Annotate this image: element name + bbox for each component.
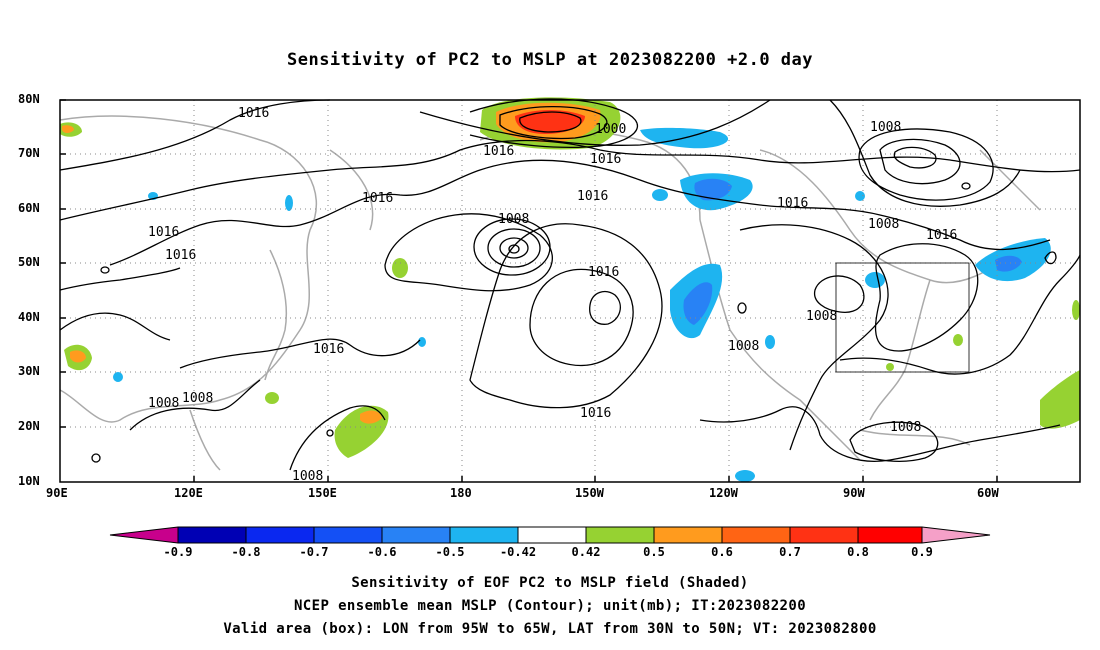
- shade-negative-pacific-core: [683, 282, 713, 325]
- shade-positive-central-pacific-core: [360, 410, 382, 424]
- lat-label: 30N: [18, 364, 40, 378]
- lat-label: 10N: [18, 474, 40, 488]
- contour-label: 1008: [890, 420, 921, 435]
- shade-small-3: [392, 258, 408, 278]
- contour-label: 1008: [868, 217, 899, 232]
- colorbar-segment: [314, 527, 382, 543]
- caption-line-2: NCEP ensemble mean MSLP (Contour); unit(…: [293, 598, 807, 614]
- valid-area-box: [835, 262, 970, 373]
- tick-marks: [60, 99, 998, 482]
- lon-label: 150W: [575, 486, 604, 500]
- lat-label: 60N: [18, 201, 40, 215]
- contour-label: 1016: [362, 191, 393, 206]
- shade-small-11: [953, 334, 963, 346]
- colorbar-end-positive: [922, 527, 990, 543]
- contour-label: 1016: [580, 406, 611, 421]
- caption-line-1: Sensitivity of EOF PC2 to MSLP field (Sh…: [351, 575, 749, 591]
- colorbar-segment: [586, 527, 654, 543]
- lat-label: 50N: [18, 255, 40, 269]
- contour-label: 1008: [148, 396, 179, 411]
- colorbar-label: 0.7: [779, 545, 801, 559]
- sensitivity-shading: [60, 97, 1080, 482]
- colorbar-label: 0.5: [643, 545, 665, 559]
- shade-negative-atlantic-core: [995, 255, 1022, 272]
- shade-small-12: [735, 470, 755, 482]
- lon-label: 60W: [977, 486, 999, 500]
- colorbar-segment: [518, 527, 586, 543]
- shade-positive-east: [1040, 370, 1080, 429]
- lon-label: 120W: [709, 486, 738, 500]
- colorbar-label: -0.5: [435, 545, 465, 559]
- contour-label: 1016: [148, 225, 179, 240]
- contour-label: 1016: [313, 342, 344, 357]
- coastlines: [59, 115, 1041, 471]
- colorbar-label: -0.42: [499, 545, 537, 559]
- shade-small-2: [285, 195, 293, 211]
- lon-label: 120E: [174, 486, 203, 500]
- colorbar-segment: [790, 527, 858, 543]
- colorbar-segment: [858, 527, 922, 543]
- contour-label: 1000: [595, 122, 626, 137]
- lon-label: 90E: [46, 486, 68, 500]
- colorbar-segment: [246, 527, 314, 543]
- lon-label: 180: [450, 486, 472, 500]
- lon-label: 150E: [308, 486, 337, 500]
- grid-lines: [60, 100, 1080, 482]
- shade-positive-arctic-inner: [515, 110, 585, 134]
- contour-label: 1016: [588, 265, 619, 280]
- colorbar-label: 0.8: [847, 545, 869, 559]
- shade-small-14: [1072, 300, 1080, 320]
- colorbar-segment: [654, 527, 722, 543]
- map-title: Sensitivity of PC2 to MSLP at 2023082200…: [286, 50, 813, 70]
- contour-label: 1008: [182, 391, 213, 406]
- map-frame: [59, 99, 1081, 483]
- contour-label: 1016: [590, 152, 621, 167]
- contour-label: 1016: [777, 196, 808, 211]
- colorbar-end-negative: [110, 527, 178, 543]
- shade-positive-west-core: [70, 350, 86, 363]
- shade-small-7: [652, 189, 668, 201]
- contour-label: 1016: [165, 248, 196, 263]
- contour-label: 1008: [806, 309, 837, 324]
- contour-label: 1008: [728, 339, 759, 354]
- colorbar-label: 0.42: [571, 545, 601, 559]
- contour-labels: 1016 1000 1016 1016 1008 1016 1016 1016 …: [148, 106, 957, 484]
- colorbar-label: -0.7: [299, 545, 329, 559]
- shade-small-13: [886, 363, 894, 371]
- colorbar-label: -0.9: [163, 545, 193, 559]
- colorbar: [109, 526, 991, 544]
- mslp-contours: [59, 98, 1081, 471]
- contour-label: 1016: [577, 189, 608, 204]
- shade-small-9: [765, 335, 775, 349]
- colorbar-segment: [178, 527, 246, 543]
- contour-label: 1008: [498, 212, 529, 227]
- lat-label: 20N: [18, 419, 40, 433]
- colorbar-segment: [450, 527, 518, 543]
- contour-label: 1016: [483, 144, 514, 159]
- contour-label: 1016: [238, 106, 269, 121]
- lat-label: 80N: [18, 92, 40, 106]
- colorbar-segment: [722, 527, 790, 543]
- lon-label: 90W: [843, 486, 865, 500]
- lat-label: 70N: [18, 146, 40, 160]
- shade-small-10: [865, 272, 885, 288]
- colorbar-label: -0.8: [231, 545, 261, 559]
- shade-small-6: [418, 337, 426, 347]
- lat-label: 40N: [18, 310, 40, 324]
- colorbar-label: -0.6: [367, 545, 397, 559]
- contour-label: 1008: [870, 120, 901, 135]
- shade-small-4: [113, 372, 123, 382]
- contour-label: 1008: [292, 469, 323, 484]
- shade-small-8: [855, 191, 865, 201]
- shade-small-5: [265, 392, 279, 404]
- caption-line-3: Valid area (box): LON from 95W to 65W, L…: [223, 621, 877, 637]
- colorbar-label: 0.6: [711, 545, 733, 559]
- colorbar-label: 0.9: [911, 545, 933, 559]
- shade-negative-canada-core: [694, 178, 732, 201]
- contour-label: 1016: [926, 228, 957, 243]
- colorbar-segment: [382, 527, 450, 543]
- shade-positive-west-top-core: [62, 125, 74, 133]
